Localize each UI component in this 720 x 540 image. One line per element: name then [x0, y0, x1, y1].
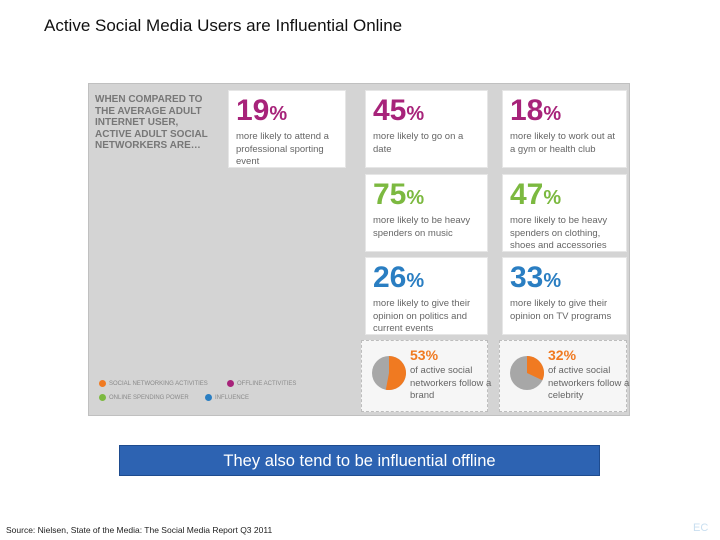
legend-dot-icon: [205, 394, 212, 401]
slide-title: Active Social Media Users are Influentia…: [44, 16, 403, 35]
stat-description: more likely to attend a professional spo…: [236, 131, 329, 167]
stat-percent: 45%: [373, 94, 425, 127]
page-mark: EC: [693, 522, 709, 534]
pie-chart-icon: [372, 356, 406, 390]
legend-item: ONLINE SPENDING POWER: [99, 394, 189, 401]
legend-item: INFLUENCE: [205, 394, 249, 401]
stat-percent: 18%: [510, 94, 562, 127]
legend-dot-icon: [99, 394, 106, 401]
stat-card: 33% more likely to give their opinion on…: [502, 257, 627, 335]
stat-card: 47% more likely to be heavy spenders on …: [502, 174, 627, 252]
infographic-panel: WHEN COMPARED TO THE AVERAGE ADULT INTER…: [88, 83, 630, 416]
stat-percent: 33%: [510, 261, 562, 294]
pie-slice: [527, 356, 544, 381]
pie-description: of active social networkers follow a cel…: [548, 365, 630, 401]
stat-description: more likely to work out at a gym or heal…: [510, 131, 616, 155]
legend-dot-icon: [227, 380, 234, 387]
pie-chart-icon: [510, 356, 544, 390]
stat-description: more likely to give their opinion on TV …: [510, 298, 612, 322]
legend-dot-icon: [99, 380, 106, 387]
stat-card: 45% more likely to go on a date: [365, 90, 488, 168]
legend-item: OFFLINE ACTIVITIES: [227, 380, 296, 387]
stat-percent: 26%: [373, 261, 425, 294]
stat-card: 19% more likely to attend a professional…: [228, 90, 346, 168]
stat-description: more likely to go on a date: [373, 131, 464, 155]
pie-card: 53% of active social networkers follow a…: [361, 340, 491, 412]
pie-description: of active social networkers follow a bra…: [410, 365, 492, 401]
pie-percent: 32%: [548, 347, 577, 363]
banner: They also tend to be influential offline: [119, 445, 600, 476]
stat-percent: 19%: [236, 94, 288, 127]
stat-description: more likely to be heavy spenders on clot…: [510, 215, 608, 251]
pie-slice: [385, 356, 406, 390]
legend-item: SOCIAL NETWORKING ACTIVITIES: [99, 380, 208, 387]
stat-card: 18% more likely to work out at a gym or …: [502, 90, 627, 168]
stat-card: 75% more likely to be heavy spenders on …: [365, 174, 488, 252]
stat-description: more likely to give their opinion on pol…: [373, 298, 471, 334]
infographic-intro: WHEN COMPARED TO THE AVERAGE ADULT INTER…: [95, 94, 208, 151]
source-citation: Source: Nielsen, State of the Media: The…: [6, 525, 273, 535]
pie-percent: 53%: [410, 347, 439, 363]
stat-percent: 47%: [510, 178, 562, 211]
stat-percent: 75%: [373, 178, 425, 211]
stat-card: 26% more likely to give their opinion on…: [365, 257, 488, 335]
pie-card: 32% of active social networkers follow a…: [499, 340, 630, 412]
stat-description: more likely to be heavy spenders on musi…: [373, 215, 471, 239]
